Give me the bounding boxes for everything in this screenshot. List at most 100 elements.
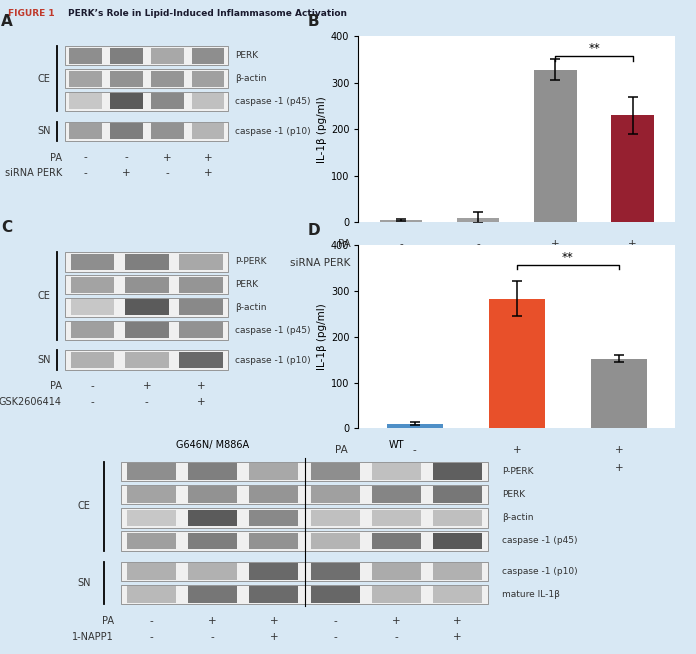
Text: -: - [333, 616, 337, 626]
Text: β-actin: β-actin [235, 74, 267, 83]
Bar [121, 485, 489, 504]
Bar [310, 487, 360, 503]
Text: -: - [90, 397, 94, 407]
Text: PA: PA [338, 239, 351, 249]
Text: +: + [474, 258, 482, 267]
Bar [188, 533, 237, 549]
Text: P-PERK: P-PERK [235, 258, 267, 266]
Text: B: B [308, 14, 319, 29]
Text: -: - [395, 632, 398, 642]
Text: +: + [453, 616, 462, 626]
Text: siRNA PERK: siRNA PERK [5, 168, 62, 178]
Bar [121, 462, 489, 481]
Bar [127, 533, 176, 549]
Bar [125, 300, 168, 315]
Bar [372, 586, 421, 603]
Bar [372, 509, 421, 526]
Bar [534, 69, 577, 222]
Text: -: - [333, 632, 337, 642]
Text: G646N/ M886A: G646N/ M886A [176, 440, 249, 450]
Text: +: + [392, 616, 401, 626]
Text: -: - [90, 381, 94, 391]
Text: -: - [150, 632, 153, 642]
Bar [310, 586, 360, 603]
Y-axis label: IL-1β (pg/ml): IL-1β (pg/ml) [317, 95, 326, 163]
Bar [151, 48, 184, 64]
Bar [433, 586, 482, 603]
Bar [65, 275, 228, 294]
Text: SN: SN [38, 355, 51, 365]
Bar [69, 123, 102, 139]
Text: CE: CE [38, 74, 51, 84]
Bar [188, 586, 237, 603]
Text: GSK2606414: GSK2606414 [280, 463, 348, 473]
Text: caspase -1 (p45): caspase -1 (p45) [235, 97, 310, 106]
Text: +: + [628, 258, 637, 267]
Bar [310, 533, 360, 549]
Text: -: - [150, 616, 153, 626]
Bar [310, 463, 360, 480]
Bar [188, 463, 237, 480]
Bar [127, 509, 176, 526]
Bar [69, 48, 102, 64]
Text: caspase -1 (p10): caspase -1 (p10) [235, 356, 310, 364]
Bar [65, 69, 228, 88]
Bar [188, 563, 237, 579]
Bar [310, 563, 360, 579]
Text: -: - [413, 445, 416, 455]
Bar [151, 94, 184, 109]
Text: β-actin: β-actin [502, 513, 533, 523]
Bar [127, 586, 176, 603]
Text: siRNA PERK: siRNA PERK [290, 258, 351, 267]
Text: PA: PA [335, 445, 348, 455]
Text: GSK2606414: GSK2606414 [0, 397, 62, 407]
Text: SN: SN [77, 578, 90, 588]
Bar [69, 71, 102, 87]
Text: PA: PA [102, 616, 114, 626]
Bar [180, 300, 223, 315]
Text: -: - [476, 239, 480, 249]
Text: PA: PA [50, 381, 62, 391]
Text: -: - [211, 632, 214, 642]
Bar [188, 487, 237, 503]
Y-axis label: IL-1β (pg/ml): IL-1β (pg/ml) [317, 303, 326, 370]
Bar [372, 463, 421, 480]
Text: +: + [615, 445, 623, 455]
Bar [151, 71, 184, 87]
Text: +: + [512, 445, 521, 455]
Bar [310, 509, 360, 526]
Text: caspase -1 (p10): caspase -1 (p10) [502, 567, 577, 576]
Bar [110, 94, 143, 109]
Bar [127, 563, 176, 579]
Text: +: + [163, 152, 171, 162]
Bar [191, 71, 224, 87]
Text: caspase -1 (p10): caspase -1 (p10) [235, 127, 310, 136]
Text: PERK’s Role in Lipid-Induced Inflammasome Activation: PERK’s Role in Lipid-Induced Inflammasom… [68, 9, 347, 18]
Text: caspase -1 (p45): caspase -1 (p45) [502, 536, 577, 545]
Bar [65, 92, 228, 111]
Text: +: + [551, 239, 560, 249]
Bar [127, 487, 176, 503]
Text: +: + [615, 463, 623, 473]
Bar [249, 463, 299, 480]
Bar [121, 531, 489, 551]
Text: +: + [197, 381, 205, 391]
Text: +: + [453, 632, 462, 642]
Text: PERK: PERK [235, 280, 258, 289]
Bar [180, 352, 223, 368]
Bar [180, 322, 223, 338]
Bar [70, 277, 114, 293]
Bar [433, 463, 482, 480]
Bar [191, 48, 224, 64]
Text: -: - [84, 168, 88, 178]
Text: PERK: PERK [502, 490, 525, 499]
Bar [65, 122, 228, 141]
Bar [70, 254, 114, 270]
Bar [65, 252, 228, 271]
Text: **: ** [562, 251, 574, 264]
Text: C: C [1, 220, 13, 235]
Text: SN: SN [38, 126, 51, 136]
Bar [433, 509, 482, 526]
Text: D: D [308, 223, 320, 238]
Text: 1-NAPP1: 1-NAPP1 [72, 632, 114, 642]
